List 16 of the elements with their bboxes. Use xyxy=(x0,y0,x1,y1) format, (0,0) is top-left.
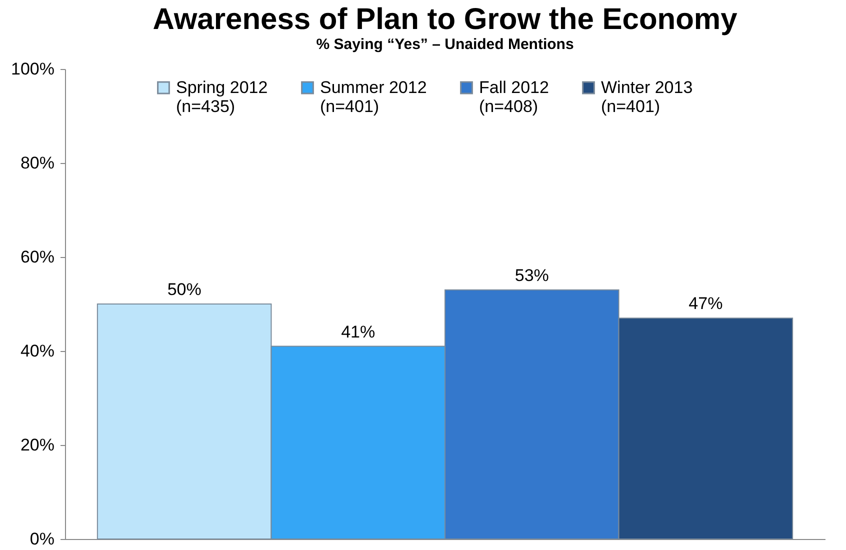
chart-title: Awareness of Plan to Grow the Economy xyxy=(152,3,738,36)
legend-label: Summer 2012 (n=401) xyxy=(320,78,427,116)
y-tick-label: 40% xyxy=(20,342,54,360)
data-label: 50% xyxy=(167,280,202,299)
data-label: 47% xyxy=(688,294,723,314)
legend-label: Spring 2012 (n=435) xyxy=(176,78,268,116)
y-tick-label: 60% xyxy=(20,248,54,266)
data-label: 41% xyxy=(341,322,376,342)
legend-label: Fall 2012 (n=408) xyxy=(479,78,549,116)
y-tick-label: 100% xyxy=(11,60,54,78)
y-tick-label: 20% xyxy=(20,436,54,454)
chart-subtitle: % Saying “Yes” – Unaided Mentions xyxy=(316,36,574,53)
y-tick-label: 0% xyxy=(30,530,54,548)
y-tick-label: 80% xyxy=(20,154,54,172)
legend-label: Winter 2013 (n=401) xyxy=(601,78,693,116)
data-label: 53% xyxy=(514,266,549,285)
